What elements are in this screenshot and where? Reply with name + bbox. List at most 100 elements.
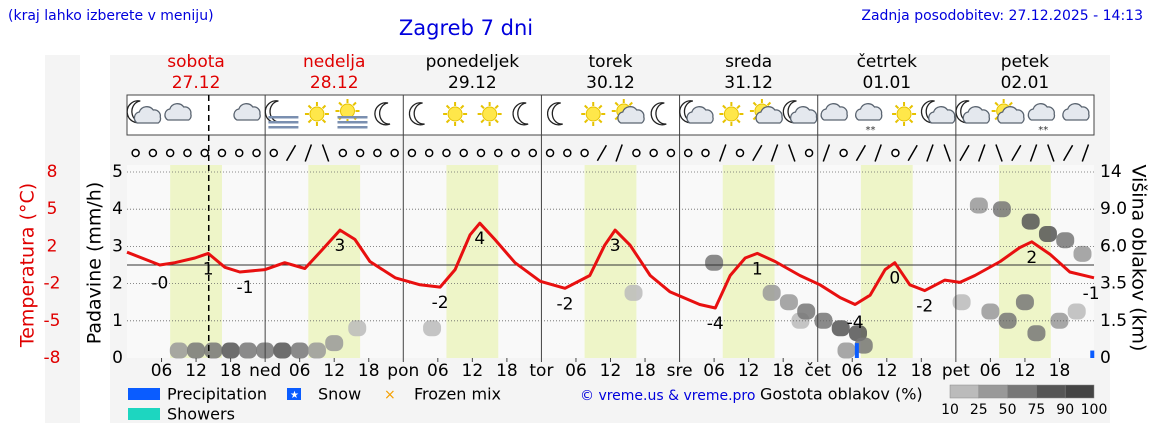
sun-ray: [352, 101, 357, 107]
y-tick-label: 1: [112, 311, 123, 331]
y-tick-label: 2: [112, 274, 123, 294]
wind-barb: [321, 144, 330, 162]
cloud-cell: [187, 342, 206, 359]
moon: [408, 102, 425, 126]
calm-wind: [839, 148, 848, 158]
cloud-cell: [273, 342, 292, 359]
legend-cross: ×: [384, 387, 396, 403]
temperature-line: [126, 221, 1095, 310]
calm-wind: [424, 148, 434, 158]
legend-star: ★: [290, 390, 299, 401]
x-tick-label: 06: [289, 361, 311, 381]
calm-wind: [649, 148, 658, 158]
wind-barb: [874, 144, 882, 162]
day-date: 01.01: [862, 73, 911, 93]
weather-icon: [443, 102, 468, 126]
density-swatch: [978, 384, 1008, 399]
x-tick-label: 12: [738, 361, 760, 381]
temp-extreme-label: -0: [151, 273, 168, 293]
day-date: 28.12: [310, 73, 359, 93]
x-tick-label: pon: [387, 361, 419, 381]
x-tick-label: 18: [1049, 361, 1071, 381]
left-panel: [45, 55, 80, 423]
cloud: [820, 103, 848, 121]
weather-icon: [749, 99, 783, 124]
wind-barb: [1011, 144, 1022, 162]
legend-swatch: [128, 388, 160, 400]
sun-ray: [1008, 101, 1013, 107]
y2-tick-label: 1.5: [1100, 311, 1127, 331]
update-time: Zadnja posodobitev: 27.12.2025 - 14:13: [861, 8, 1143, 24]
daylight-band: [446, 165, 499, 358]
density-label: 25: [970, 402, 988, 418]
day-date: 02.01: [1001, 73, 1050, 93]
calm-wind: [563, 148, 572, 158]
fog: [337, 126, 368, 129]
cloud-cell: [1027, 325, 1046, 342]
daylight-band: [722, 165, 775, 358]
temp-extreme-label: -1: [237, 278, 254, 298]
sun-ray: [894, 104, 900, 110]
x-tick-label: tor: [529, 361, 553, 381]
wind-barb: [907, 144, 918, 162]
day-date: 29.12: [448, 73, 497, 93]
density-swatch: [1007, 384, 1037, 399]
y-tick-label: 4: [112, 199, 123, 219]
legend-label: Precipitation: [167, 385, 267, 404]
y-tick-label: 5: [112, 162, 123, 182]
legend-swatch: [287, 388, 301, 400]
x-tick-label: 12: [600, 361, 622, 381]
x-tick-label: sre: [667, 361, 693, 381]
daylight-band: [860, 165, 913, 358]
sun-ray: [894, 118, 900, 124]
calm-wind: [148, 148, 158, 158]
calm-wind: [632, 148, 641, 158]
cloud-cell: [1038, 226, 1057, 242]
wind-barb: [995, 144, 1003, 162]
wind-barb: [959, 144, 970, 162]
day-name: sobota: [167, 52, 225, 72]
sun-ray: [445, 118, 451, 124]
temp-extreme-label: 3: [610, 236, 621, 256]
cloud: [962, 106, 991, 124]
weather-icon: [892, 102, 917, 126]
credit: © vreme.us & vreme.pro: [580, 388, 755, 404]
daylight-band: [584, 165, 637, 358]
legend-label: Snow: [318, 385, 361, 404]
sun-ray: [614, 101, 619, 107]
weather-icon: [408, 102, 425, 126]
cloud-cell: [779, 294, 798, 311]
weather-icon: [920, 100, 956, 124]
sun-ray: [752, 101, 757, 107]
cloud-cell: [169, 342, 188, 359]
calm-wind: [891, 148, 900, 158]
y2-axis-label: Višina oblakov (km): [1128, 165, 1150, 352]
density-label: 10: [941, 402, 959, 418]
weather-icon: [955, 100, 991, 124]
sun-ray: [584, 104, 589, 110]
temp-extreme-label: -2: [432, 293, 449, 313]
fog: [268, 116, 299, 119]
wind-barb: [926, 144, 934, 162]
cloud-cell: [1015, 294, 1034, 311]
calm-wind: [701, 148, 710, 158]
temp-extreme-label: 2: [1026, 248, 1037, 268]
calm-wind: [494, 148, 503, 158]
temp-extreme-label: -4: [847, 313, 864, 333]
x-tick-label: 18: [358, 361, 380, 381]
moon: [650, 102, 667, 126]
snow-flakes: **: [1038, 125, 1048, 136]
x-tick-label: 18: [220, 361, 242, 381]
wind-barb: [977, 144, 986, 162]
sun-ray: [321, 104, 327, 110]
calm-wind: [131, 148, 140, 158]
calm-wind: [683, 148, 693, 158]
y2-tick-label: 3.5: [1100, 274, 1127, 294]
weather-icon: [304, 102, 329, 126]
cloud: [855, 103, 883, 121]
cloud-cell: [221, 342, 240, 359]
sun: [339, 103, 355, 119]
weather-icon: **: [855, 103, 883, 136]
cloud-cell: [762, 284, 781, 301]
